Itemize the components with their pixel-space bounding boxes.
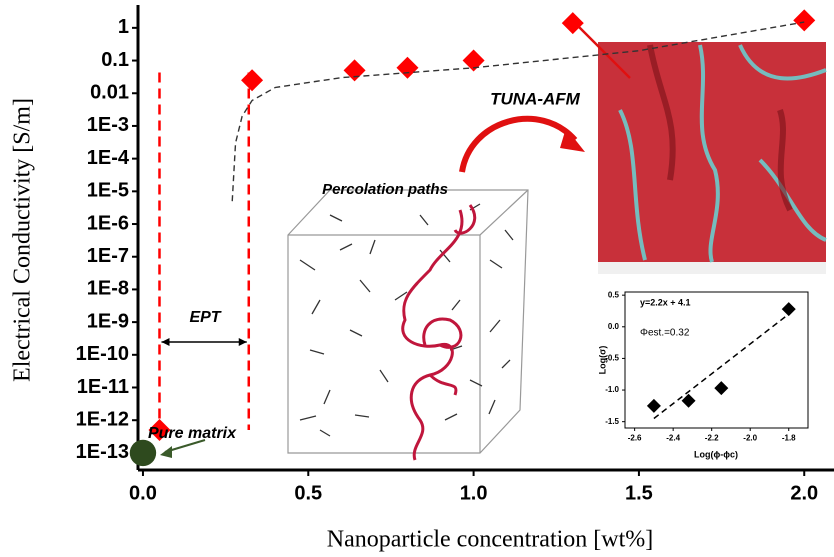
x-tick-label: -2.4 <box>666 433 680 442</box>
data-point <box>562 12 584 34</box>
y-tick-label: 1E-3 <box>87 114 129 136</box>
x-tick-label: -2.6 <box>628 433 642 442</box>
annotation: Φest.=0.32 <box>640 328 690 339</box>
data-point <box>344 59 366 81</box>
x-tick-label: 1.0 <box>460 482 488 504</box>
annotation: Percolation paths <box>322 181 448 198</box>
y-tick-label: 1E-4 <box>87 147 130 169</box>
x-tick-label: -1.8 <box>782 433 796 442</box>
data-point <box>396 57 418 79</box>
x-tick-label: -2.0 <box>743 433 757 442</box>
y-tick-label: -1.0 <box>605 385 619 394</box>
x-tick-label: 1.5 <box>625 482 653 504</box>
y-tick-label: 0.01 <box>90 82 129 104</box>
annotation: Pure matrix <box>148 425 237 442</box>
y-tick-label: 0.0 <box>608 322 620 331</box>
afm-image <box>598 42 826 274</box>
y-tick-label: 1E-6 <box>87 212 129 234</box>
y-tick-label: 1E-8 <box>87 278 129 300</box>
y-tick-label: 1 <box>118 16 129 38</box>
y-tick-label: 1E-9 <box>87 310 129 332</box>
annotation: TUNA-AFM <box>490 89 581 108</box>
y-axis-title: Log(σ) <box>597 346 607 375</box>
x-axis-title: Nanoparticle concentration [wt%] <box>327 527 654 553</box>
data-point <box>130 440 156 466</box>
figure: 1E-13 1E-12 1E-11 1E-10 1E-9 1E-8 1E-7 1E-6 1E-5… <box>0 0 834 557</box>
y-tick-label: 1E-11 <box>77 376 129 398</box>
x-axis-title: Log(ϕ-ϕc) <box>694 449 738 459</box>
data-point <box>241 69 263 91</box>
percolation-illustration <box>288 190 528 460</box>
y-tick-label: 1E-5 <box>87 180 129 202</box>
y-tick-label: -1.5 <box>605 417 619 426</box>
y-tick-label: 0.1 <box>101 49 129 71</box>
arrow-head <box>160 446 172 458</box>
y-tick-label: 1E-13 <box>76 441 129 463</box>
x-tick-label: -2.2 <box>705 433 719 442</box>
y-axis-title: Electrical Conductivity [S/m] <box>10 98 36 382</box>
x-tick-label: 0.0 <box>129 482 157 504</box>
y-tick-label: 1E-7 <box>87 245 129 267</box>
arrow-head <box>239 338 247 346</box>
y-tick-label: 1E-10 <box>76 343 129 365</box>
data-point <box>793 9 815 31</box>
curved-arrow <box>462 119 575 172</box>
arrow-head <box>161 338 169 346</box>
annotation: EPT <box>189 309 221 326</box>
x-tick-label: 0.5 <box>294 482 322 504</box>
annotation: y=2.2x + 4.1 <box>640 297 691 307</box>
y-tick-label: 0.5 <box>608 290 620 299</box>
x-tick-label: 2.0 <box>790 482 818 504</box>
y-tick-label: 1E-12 <box>76 408 129 430</box>
